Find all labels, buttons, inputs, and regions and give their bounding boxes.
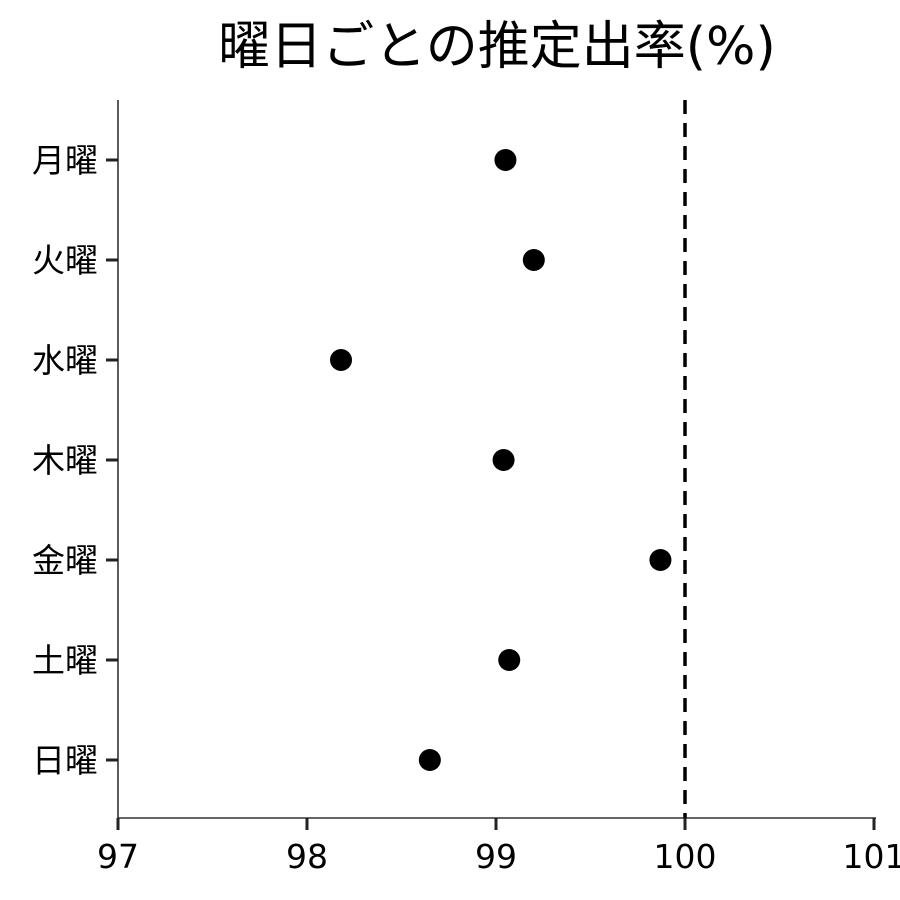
data-point xyxy=(418,749,441,771)
y-tick-label: 火曜 xyxy=(32,241,98,280)
data-point xyxy=(522,249,545,271)
x-tick-label: 98 xyxy=(286,837,328,876)
data-point xyxy=(498,649,521,671)
data-point xyxy=(492,449,515,471)
x-tick-label: 99 xyxy=(475,837,517,876)
data-point xyxy=(649,549,672,571)
y-tick-label: 木曜 xyxy=(32,441,98,480)
y-tick-label: 日曜 xyxy=(32,741,98,780)
data-point xyxy=(494,149,517,171)
y-tick-label: 水曜 xyxy=(32,341,98,380)
y-tick-label: 土曜 xyxy=(32,641,98,680)
x-tick-label: 101 xyxy=(843,837,900,876)
y-tick-label: 金曜 xyxy=(32,541,98,580)
x-tick-label: 100 xyxy=(654,837,717,876)
data-point xyxy=(330,349,353,371)
y-tick-label: 月曜 xyxy=(32,141,98,180)
x-tick-label: 97 xyxy=(97,837,139,876)
chart-title: 曜日ごとの推定出率(%) xyxy=(218,17,775,77)
x-ticks: 97 98 99 100 101 xyxy=(97,818,900,876)
data-points xyxy=(330,149,672,771)
